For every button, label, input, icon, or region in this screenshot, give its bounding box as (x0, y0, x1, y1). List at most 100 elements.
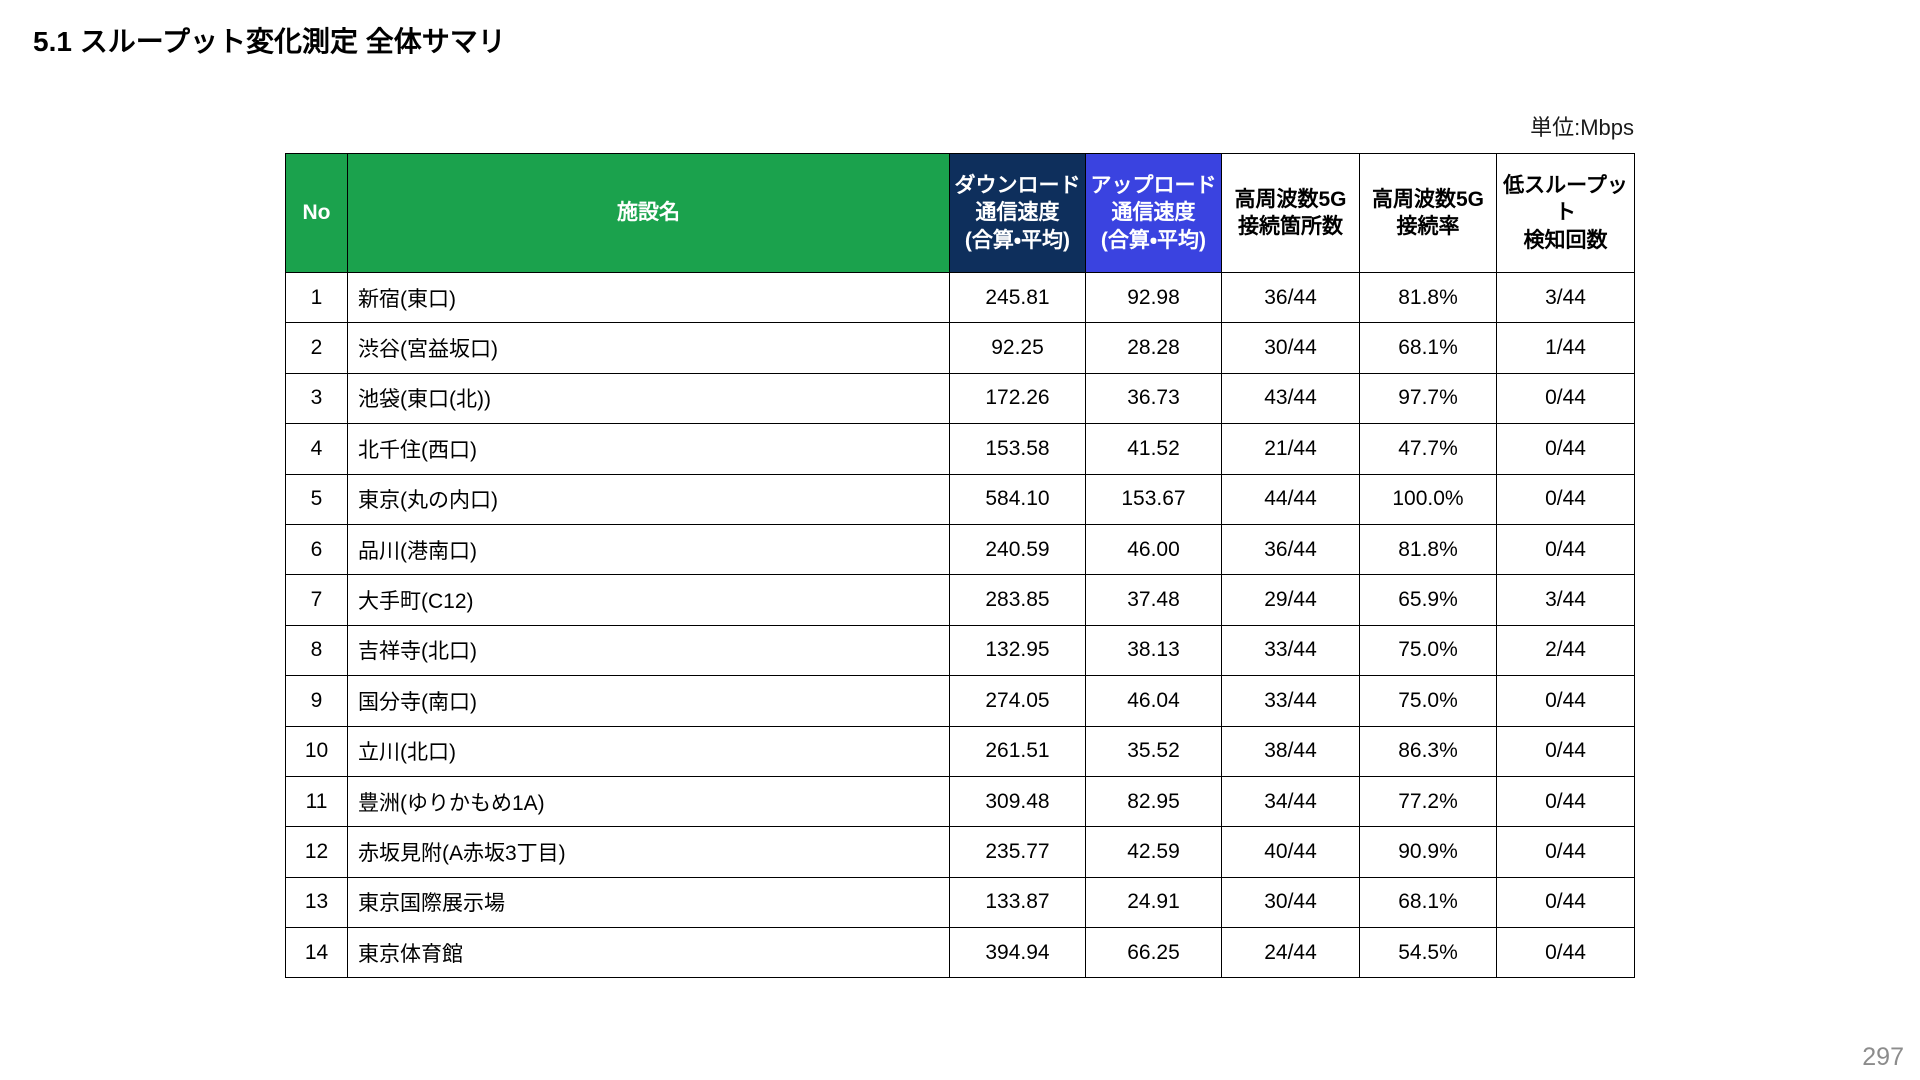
facility-cell: 豊洲(ゆりかもめ1A) (347, 775, 950, 828)
table-header: No 施設名 ダウンロード 通信速度 (合算・平均) アップロード 通信速度 (合算・平均) 高… (285, 153, 1635, 273)
table-row: 10 立川(北口) 261.51 35.52 38/44 86.3% 0/44 (285, 725, 1635, 777)
facility-cell: 新宿(東口) (347, 271, 950, 324)
page-number: 297 (1862, 1043, 1904, 1071)
download-cell: 283.85 (949, 574, 1086, 626)
no-cell: 5 (285, 473, 348, 525)
upload-cell: 28.28 (1085, 322, 1222, 374)
spots-cell: 33/44 (1221, 624, 1360, 677)
rate-cell: 77.2% (1359, 775, 1497, 828)
spots-cell: 21/44 (1221, 423, 1360, 475)
table-row: 14 東京体育館 394.94 66.25 24/44 54.5% 0/44 (285, 927, 1635, 979)
rate-cell: 68.1% (1359, 322, 1497, 374)
spots-cell: 34/44 (1221, 775, 1360, 828)
column-header-line: 施設名 (617, 201, 680, 225)
spots-cell: 29/44 (1221, 574, 1360, 626)
rate-cell: 100.0% (1359, 473, 1497, 525)
column-header-line: (合算・平均) (964, 228, 1071, 252)
upload-cell: 46.04 (1085, 675, 1222, 727)
detect-cell: 0/44 (1496, 725, 1635, 777)
column-header-line: 接続箇所数 (1238, 215, 1343, 238)
download-cell: 394.94 (949, 927, 1086, 979)
table-row: 6 品川(港南口) 240.59 46.00 36/44 81.8% 0/44 (285, 523, 1635, 576)
table-row: 13 東京国際展示場 133.87 24.91 30/44 68.1% 0/44 (285, 876, 1635, 929)
upload-cell: 35.52 (1085, 725, 1222, 777)
no-cell: 11 (285, 775, 348, 828)
download-cell: 153.58 (949, 423, 1086, 475)
upload-cell: 82.95 (1085, 775, 1222, 828)
facility-cell: 東京国際展示場 (347, 876, 950, 929)
rate-cell: 75.0% (1359, 624, 1497, 677)
spots-cell: 36/44 (1221, 271, 1360, 324)
download-cell: 92.25 (949, 322, 1086, 374)
column-header-line: (合算・平均) (1100, 228, 1207, 252)
rate-cell: 54.5% (1359, 927, 1497, 979)
unit-label: 単位:Mbps (1530, 115, 1634, 140)
spots-cell: 43/44 (1221, 372, 1360, 425)
detect-cell: 1/44 (1496, 322, 1635, 374)
download-cell: 309.48 (949, 775, 1086, 828)
upload-cell: 37.48 (1085, 574, 1222, 626)
header-row: No 施設名 ダウンロード 通信速度 (合算・平均) アップロード 通信速度 (合算・平均) 高… (285, 153, 1635, 273)
no-cell: 8 (285, 624, 348, 677)
detect-cell: 3/44 (1496, 574, 1635, 626)
detect-cell: 3/44 (1496, 271, 1635, 324)
download-cell: 172.26 (949, 372, 1086, 425)
no-cell: 6 (285, 523, 348, 576)
upload-cell: 24.91 (1085, 876, 1222, 929)
upload-cell: 153.67 (1085, 473, 1222, 525)
column-header-rate: 高周波数5G 接続率 (1359, 153, 1497, 273)
spots-cell: 44/44 (1221, 473, 1360, 525)
upload-cell: 41.52 (1085, 423, 1222, 475)
table-row: 3 池袋(東口(北)) 172.26 36.73 43/44 97.7% 0/44 (285, 372, 1635, 425)
download-cell: 240.59 (949, 523, 1086, 576)
no-cell: 9 (285, 675, 348, 727)
no-cell: 12 (285, 826, 348, 878)
download-cell: 132.95 (949, 624, 1086, 677)
facility-cell: 北千住(西口) (347, 423, 950, 475)
upload-cell: 36.73 (1085, 372, 1222, 425)
spots-cell: 38/44 (1221, 725, 1360, 777)
rate-cell: 47.7% (1359, 423, 1497, 475)
column-header-line: アップロード (1090, 174, 1217, 198)
download-cell: 584.10 (949, 473, 1086, 525)
page-title: 5.1 スループット変化測定 全体サマリ (33, 26, 506, 57)
facility-cell: 渋谷(宮益坂口) (347, 322, 950, 374)
download-cell: 261.51 (949, 725, 1086, 777)
table-row: 8 吉祥寺(北口) 132.95 38.13 33/44 75.0% 2/44 (285, 624, 1635, 677)
upload-cell: 92.98 (1085, 271, 1222, 324)
download-cell: 235.77 (949, 826, 1086, 878)
upload-cell: 42.59 (1085, 826, 1222, 878)
download-cell: 245.81 (949, 271, 1086, 324)
spots-cell: 40/44 (1221, 826, 1360, 878)
facility-cell: 東京(丸の内口) (347, 473, 950, 525)
detect-cell: 0/44 (1496, 523, 1635, 576)
column-header-line: No (302, 201, 331, 225)
table-row: 5 東京(丸の内口) 584.10 153.67 44/44 100.0% 0/44 (285, 473, 1635, 525)
rate-cell: 86.3% (1359, 725, 1497, 777)
column-header-facility: 施設名 (347, 153, 950, 273)
no-cell: 1 (285, 271, 348, 324)
upload-cell: 38.13 (1085, 624, 1222, 677)
rate-cell: 68.1% (1359, 876, 1497, 929)
spots-cell: 24/44 (1221, 927, 1360, 979)
no-cell: 4 (285, 423, 348, 475)
no-cell: 14 (285, 927, 348, 979)
facility-cell: 赤坂見附(A赤坂3丁目) (347, 826, 950, 878)
table-row: 11 豊洲(ゆりかもめ1A) 309.48 82.95 34/44 77.2% 0/44 (285, 775, 1635, 828)
detect-cell: 0/44 (1496, 675, 1635, 727)
column-header-upload: アップロード 通信速度 (合算・平均) (1085, 153, 1222, 273)
rate-cell: 75.0% (1359, 675, 1497, 727)
no-cell: 7 (285, 574, 348, 626)
table-body: 1 新宿(東口) 245.81 92.98 36/44 81.8% 3/44 2 渋谷(宮益坂口… (285, 271, 1635, 979)
detect-cell: 0/44 (1496, 423, 1635, 475)
table-row: 7 大手町(C12) 283.85 37.48 29/44 65.9% 3/44 (285, 574, 1635, 626)
rate-cell: 90.9% (1359, 826, 1497, 878)
detect-cell: 0/44 (1496, 775, 1635, 828)
download-cell: 133.87 (949, 876, 1086, 929)
detect-cell: 0/44 (1496, 826, 1635, 878)
no-cell: 2 (285, 322, 348, 374)
no-cell: 3 (285, 372, 348, 425)
detect-cell: 0/44 (1496, 876, 1635, 929)
no-cell: 10 (285, 725, 348, 777)
facility-cell: 大手町(C12) (347, 574, 950, 626)
